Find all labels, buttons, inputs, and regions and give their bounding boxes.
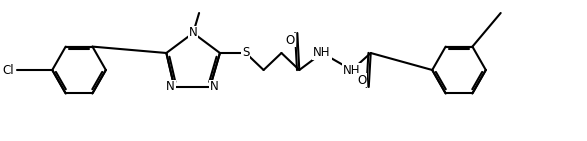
Text: Cl: Cl	[2, 63, 14, 77]
Text: O: O	[286, 34, 295, 47]
Text: O: O	[357, 73, 366, 86]
Text: S: S	[242, 47, 249, 60]
Text: N: N	[210, 81, 218, 93]
Text: N: N	[189, 27, 197, 39]
Text: N: N	[166, 81, 175, 93]
Text: NH: NH	[313, 47, 331, 60]
Text: NH: NH	[343, 63, 360, 77]
